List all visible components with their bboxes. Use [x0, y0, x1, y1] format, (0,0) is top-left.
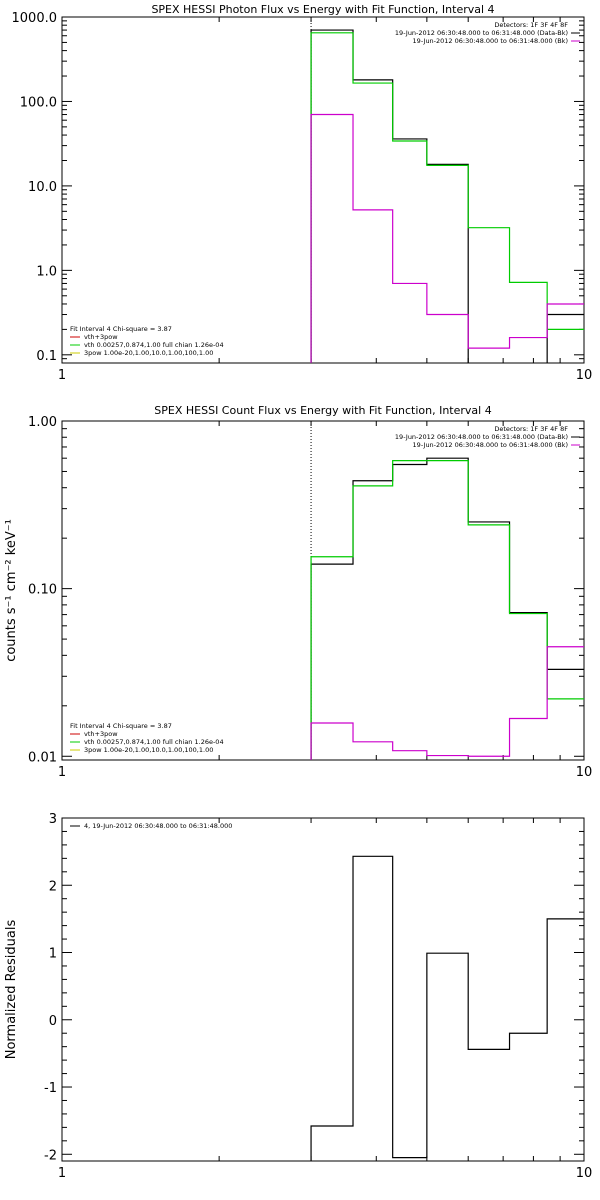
legend-entry: vth+3pow: [84, 730, 118, 738]
series-data-bk: [310, 29, 584, 363]
y-tick-label: 10.0: [28, 180, 57, 195]
series-group: [310, 457, 584, 760]
legend-entry: Detectors: 1F 3F 4F 8F: [494, 21, 568, 29]
panel-2: SPEX HESSI Count Flux vs Energy with Fit…: [4, 404, 592, 780]
legend-entry: 19-Jun-2012 06:30:48.000 to 06:31:48.000…: [395, 433, 568, 441]
legend-entry: 3pow 1.00e-20,1.00,10.0,1.00,100,1.00: [84, 349, 213, 357]
y-tick-label: 2: [49, 879, 57, 894]
x-tick-label: 10: [576, 765, 593, 780]
legend-entry: Fit Interval 4 Chi-square = 3.87: [70, 722, 172, 730]
y-tick-label: 0.01: [28, 750, 57, 765]
legend-entry: 4, 19-Jun-2012 06:30:48.000 to 06:31:48.…: [84, 822, 232, 830]
series-bk: [310, 646, 584, 760]
legend-entry: 19-Jun-2012 06:30:48.000 to 06:31:48.000…: [395, 29, 568, 37]
chart-title: SPEX HESSI Photon Flux vs Energy with Fi…: [151, 3, 494, 16]
panel-3: 1 10 -2 -1 0 1 2 3 Normalized Residuals 4, 19-Jun…: [4, 812, 592, 1181]
legend-entry: 19-Jun-2012 06:30:48.000 to 06:31:48.000…: [413, 441, 568, 449]
series-group: [310, 29, 584, 363]
legend-entry: vth 0.00257,0.874,1.00 full chian 1.26e-…: [84, 341, 224, 349]
panel-1: SPEX HESSI Photon Flux vs Energy with Fi…: [12, 3, 593, 383]
y-tick-label: 1.0: [36, 264, 57, 279]
y-tick-label: -1: [44, 1081, 57, 1096]
x-tick-label: 1: [58, 765, 66, 780]
y-tick-label: 0: [49, 1014, 57, 1029]
y-axis-label: counts s⁻¹ cm⁻² keV⁻¹: [4, 519, 19, 662]
series-model: [310, 32, 584, 363]
series-bk: [310, 113, 584, 363]
y-tick-label: 1.00: [28, 415, 57, 430]
y-tick-label: 0.10: [28, 583, 57, 598]
chart-title: SPEX HESSI Count Flux vs Energy with Fit…: [154, 404, 491, 417]
y-tick-label: 1: [49, 947, 57, 962]
x-tick-label: 1: [58, 368, 66, 383]
x-tick-label: 10: [576, 1166, 593, 1181]
y-axis-label: Normalized Residuals: [4, 920, 19, 1060]
x-tick-label: 1: [58, 1166, 66, 1181]
x-tick-label: 10: [576, 368, 593, 383]
legend-entry: Fit Interval 4 Chi-square = 3.87: [70, 325, 172, 333]
legend-entry: vth 0.00257,0.874,1.00 full chian 1.26e-…: [84, 738, 224, 746]
y-tick-label: 3: [49, 812, 57, 827]
plot-frame: [61, 16, 585, 364]
plot-frame: [61, 420, 585, 761]
series-group: [310, 855, 584, 1161]
legend-entry: vth+3pow: [84, 333, 118, 341]
y-tick-label: 100.0: [20, 95, 57, 110]
legend-entry: 3pow 1.00e-20,1.00,10.0,1.00,100,1.00: [84, 746, 213, 754]
y-tick-label: 1000.0: [12, 11, 58, 26]
plot-frame: [61, 817, 585, 1162]
y-tick-label: 0.1: [36, 349, 57, 364]
y-tick-label: -2: [44, 1148, 57, 1163]
legend-entry: 19-Jun-2012 06:30:48.000 to 06:31:48.000…: [413, 37, 568, 45]
legend-entry: Detectors: 1F 3F 4F 8F: [494, 425, 568, 433]
series-residuals: [310, 855, 584, 1161]
series-model: [310, 460, 584, 760]
series-data-bk: [310, 457, 584, 760]
